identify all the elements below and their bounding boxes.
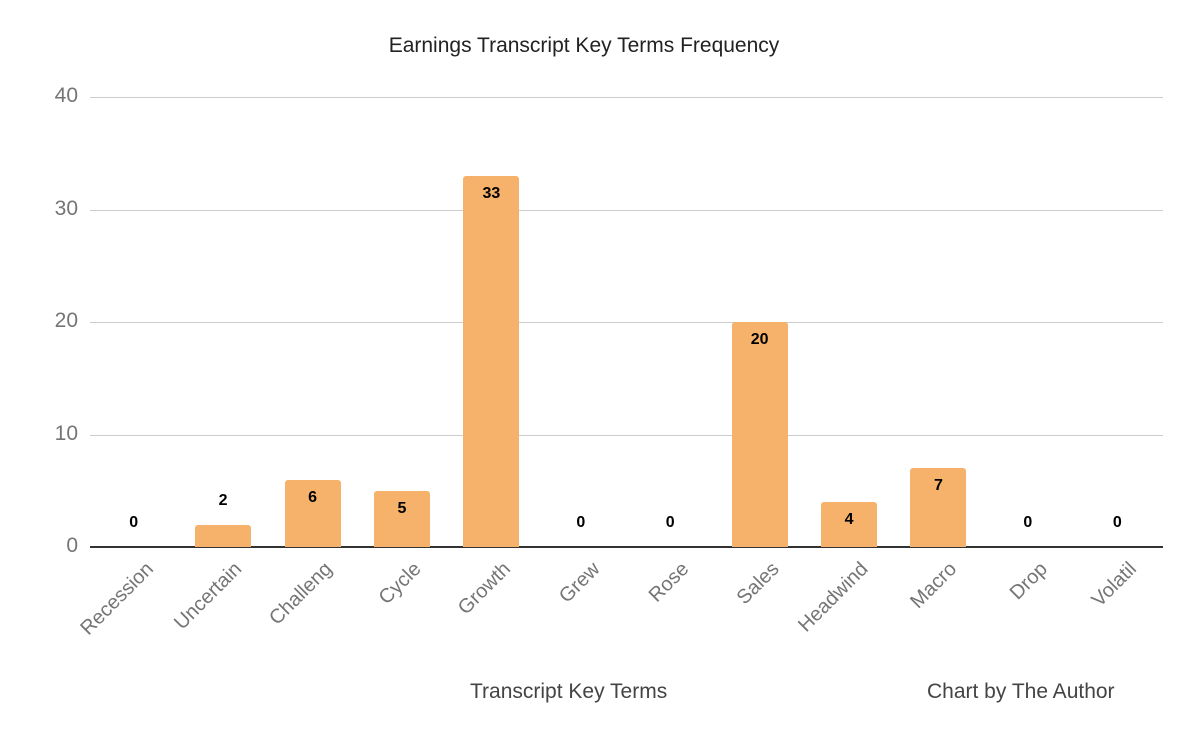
x-axis-title: Transcript Key Terms <box>470 680 668 703</box>
x-tick-label: Volatil <box>1087 558 1142 612</box>
y-tick-label: 20 <box>54 309 78 332</box>
bar-sales <box>731 322 788 547</box>
y-tick-label: 0 <box>66 534 78 557</box>
x-tick-label: Macro <box>906 558 962 613</box>
x-tick-label: Recession <box>76 558 158 640</box>
data-label: 5 <box>397 499 407 517</box>
x-tick-label: Challeng <box>264 558 337 630</box>
bar-uncertain <box>195 524 252 547</box>
gridline <box>90 97 1163 98</box>
x-tick-label: Growth <box>454 558 516 620</box>
x-tick-label: Drop <box>1005 558 1052 605</box>
y-tick-label: 10 <box>54 421 78 445</box>
bar-growth <box>463 175 520 547</box>
data-label: 0 <box>1023 514 1033 531</box>
chart-credit: Chart by The Author <box>927 680 1115 703</box>
data-label: 2 <box>218 491 228 509</box>
bar-macro <box>910 468 967 547</box>
gridline <box>90 434 1163 436</box>
gridline <box>90 322 1163 323</box>
data-label: 0 <box>129 514 139 531</box>
x-tick-label: Grew <box>554 558 605 608</box>
x-tick-label: Rose <box>644 558 694 607</box>
y-tick-label: 30 <box>54 196 78 220</box>
bar-challeng <box>284 479 341 547</box>
data-label: 0 <box>1112 514 1122 531</box>
data-label: 6 <box>308 488 317 506</box>
data-label: 0 <box>665 514 675 531</box>
bar-headwind <box>821 502 878 547</box>
x-tick-label: Sales <box>732 558 784 609</box>
y-tick-label: 40 <box>54 84 78 107</box>
chart-title: Earnings Transcript Key Terms Frequency <box>388 34 780 57</box>
data-label: 0 <box>576 514 586 531</box>
gridline <box>90 209 1163 211</box>
x-tick-label: Headwind <box>794 558 873 637</box>
bar-cycle <box>373 490 430 547</box>
data-label: 7 <box>934 477 943 495</box>
data-label: 20 <box>750 331 769 348</box>
data-label: 33 <box>482 184 501 202</box>
x-tick-label: Cycle <box>374 558 426 609</box>
x-axis-line <box>90 546 1163 548</box>
x-tick-label: Uncertain <box>170 558 247 635</box>
data-label: 4 <box>844 511 854 528</box>
